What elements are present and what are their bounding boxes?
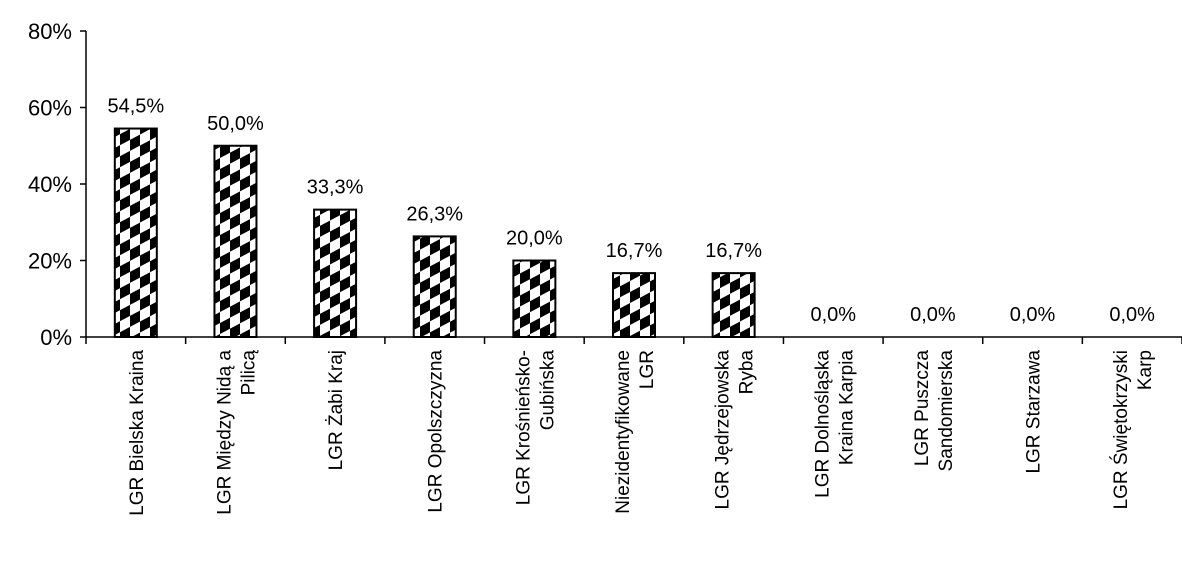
category-label: Pilicą <box>238 350 259 396</box>
category-label: Niezidentyfikowane <box>613 350 634 514</box>
category-label: LGR Żabi Kraj <box>326 350 347 470</box>
y-tick-label: 80% <box>28 19 72 44</box>
data-label: 16,7% <box>705 240 762 262</box>
data-label: 50,0% <box>207 113 264 135</box>
category-label: LGR Między Nidą a <box>214 350 235 515</box>
y-tick-label: 0% <box>40 325 72 350</box>
y-tick-label: 40% <box>28 172 72 197</box>
category-label: LGR <box>637 350 658 389</box>
data-label: 0,0% <box>910 304 956 326</box>
category-label: LGR Puszcza <box>912 350 933 467</box>
category-label: Sandomierska <box>936 350 957 472</box>
data-label: 0,0% <box>1010 304 1056 326</box>
x-axis: LGR Bielska Kraina LGR Między Nidą a Pilic… <box>85 336 1182 516</box>
bar <box>612 272 656 338</box>
data-label: 54,5% <box>107 96 164 118</box>
data-label: 0,0% <box>810 304 856 326</box>
category-label: LGR Bielska Kraina <box>127 350 148 516</box>
category-label: LGR Opolszczyzna <box>426 350 447 513</box>
bar <box>711 272 756 338</box>
y-tick-label: 60% <box>28 96 72 121</box>
bar <box>512 259 557 338</box>
category-label: LGR Krośnieńsko- <box>513 350 534 505</box>
category-label: Kraina Karpia <box>836 350 857 466</box>
bar <box>313 208 358 338</box>
bars: 54,5% 50,0% 33,3% 26,3% 20,0% 16,7% 16,7% 0,0% 0… <box>107 96 1155 338</box>
bar <box>113 127 158 338</box>
data-label: 33,3% <box>307 177 364 199</box>
data-label: 0,0% <box>1109 304 1155 326</box>
bar <box>412 235 457 338</box>
data-label: 26,3% <box>406 203 463 225</box>
category-label: Ryba <box>737 350 758 395</box>
category-label: Gubińska <box>537 350 558 431</box>
category-label: LGR Świętokrzyski <box>1110 350 1132 509</box>
data-label: 20,0% <box>506 228 563 250</box>
category-label: LGR Dolnośląska <box>812 350 833 498</box>
category-label: LGR Starzawa <box>1024 350 1045 474</box>
bar <box>213 144 258 338</box>
y-axis: 0% 20% 40% 60% 80% <box>28 19 87 350</box>
category-label: LGR Jędrzejowska <box>713 350 734 510</box>
y-tick-label: 20% <box>28 249 72 274</box>
category-label: Karp <box>1135 350 1156 390</box>
data-label: 16,7% <box>606 240 663 262</box>
